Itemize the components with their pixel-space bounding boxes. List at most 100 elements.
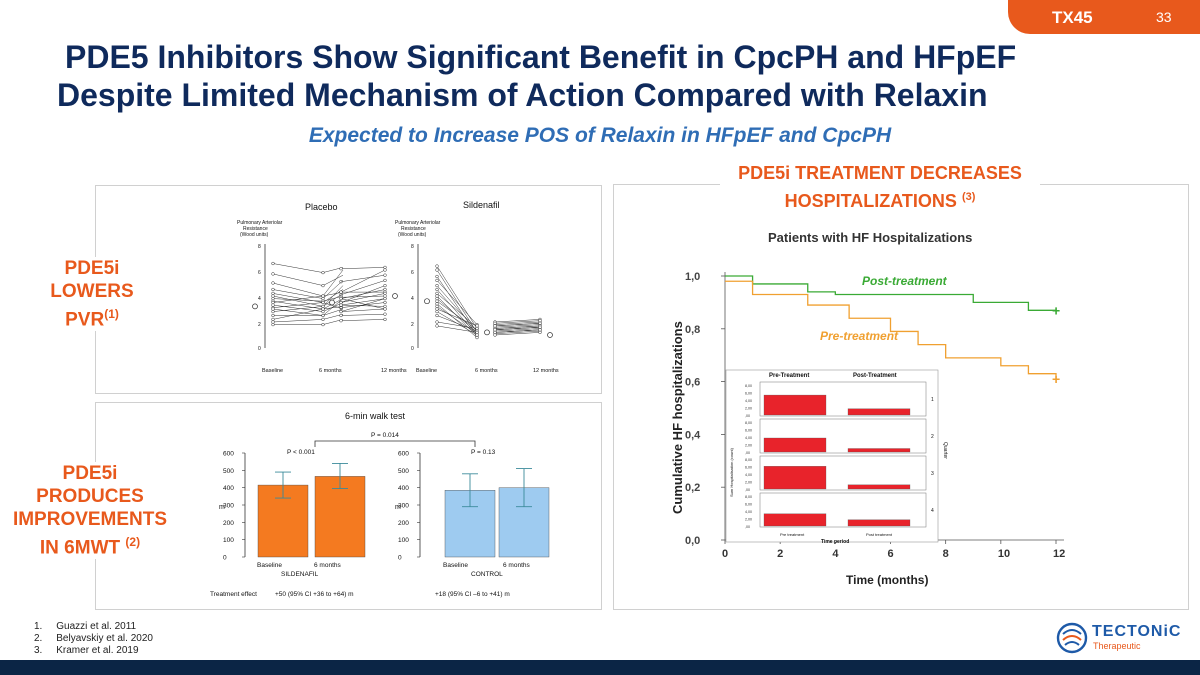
svg-text:Baseline: Baseline [262,368,283,374]
logo-sub: Therapeutic [1093,641,1141,651]
svg-text:300: 300 [398,503,409,510]
svg-text:6: 6 [258,270,261,276]
svg-text:1,0: 1,0 [685,271,700,283]
pvr-panel [95,185,602,394]
svg-text:+: + [1052,302,1060,318]
svg-text:6 months: 6 months [319,368,342,374]
p-control: P = 0.13 [471,449,496,456]
svg-text:3: 3 [931,471,934,477]
svg-text:4,00: 4,00 [745,510,752,514]
reference-2: 2. Belyavskiy et al. 2020 [34,633,153,644]
svg-text:600: 600 [398,451,409,458]
hosp-title: Patients with HF Hospitalizations [768,230,972,245]
walk-bar-2 [314,476,366,558]
reference-1: 1. Guazzi et al. 2011 [34,621,137,632]
svg-text:2,00: 2,00 [745,444,752,448]
svg-text:(Wood units): (Wood units) [398,232,427,238]
svg-text:2,00: 2,00 [745,518,752,522]
effect-control: +18 (95% CI –6 to +41) m [435,591,510,598]
slide-tag [1008,0,1200,34]
svg-text:600: 600 [223,451,234,458]
page-title-line2: Despite Limited Mechanism of Action Comp… [57,77,988,113]
svg-text:(Wood units): (Wood units) [240,232,269,238]
svg-text:m: m [219,504,225,511]
svg-text:,00: ,00 [745,451,750,455]
svg-text:8,00: 8,00 [745,495,752,499]
p-overall: P = 0.014 [371,432,399,439]
svg-text:0,4: 0,4 [685,429,701,441]
svg-text:2: 2 [258,322,261,328]
post-label: Post-treatment [862,274,948,288]
inset-post-bar-q1 [847,408,911,416]
inset-pre-bar-q2 [763,437,827,453]
svg-text:+: + [1052,371,1060,387]
svg-text:0,2: 0,2 [685,482,700,494]
svg-text:Pulmonary Arteriolar: Pulmonary Arteriolar [395,220,441,226]
svg-text:Post treatment: Post treatment [866,532,893,537]
walk-errorbar-3 [462,473,478,508]
svg-text:2: 2 [777,548,783,560]
inset-chart: Pre-Treatment Post-Treatment 8,006,004,0… [725,369,948,545]
svg-text:6,00: 6,00 [745,429,752,433]
bar-label-2: 6 months [314,562,341,569]
logo-name: TECTONiC [1092,623,1182,640]
svg-text:6,00: 6,00 [745,392,752,396]
pre-label: Pre-treatment [820,329,899,343]
svg-text:Pre-Treatment: Pre-Treatment [769,373,809,379]
svg-text:0,6: 0,6 [685,377,700,389]
svg-text:100: 100 [223,537,234,544]
svg-text:4: 4 [258,296,261,302]
svg-text:500: 500 [398,468,409,475]
pvr-chart: Placebo Sildenafil Pulmonary Arteriolar … [237,200,559,374]
hosp-xlabel: Time (months) [846,573,928,587]
svg-text:Pre treatment: Pre treatment [780,532,805,537]
hosp-heading: PDE5i TREATMENT DECREASES HOSPITALIZATIO… [720,161,1040,213]
svg-text:Pulmonary Arteriolar: Pulmonary Arteriolar [237,220,283,226]
svg-text:0: 0 [411,346,414,352]
hosp-chart: Patients with HF Hospitalizations Cumula… [670,230,1065,587]
svg-text:2,00: 2,00 [745,481,752,485]
svg-text:Baseline: Baseline [416,368,437,374]
svg-text:0: 0 [398,555,402,562]
group-sildenafil: SILDENAFIL [281,571,319,578]
bar-label-1: Baseline [257,562,282,569]
pvr-label: PDE5i LOWERS PVR(1) [22,257,162,332]
hosp-ylabel: Cumulative HF hospitalizations [670,321,685,514]
svg-text:Time period: Time period [821,539,849,545]
svg-text:8,00: 8,00 [745,458,752,462]
walk-chart: 6-min walk test P = 0.014 P < 0.001 P = … [210,411,550,598]
svg-text:4: 4 [411,296,414,302]
svg-text:100: 100 [398,537,409,544]
svg-text:12: 12 [1053,548,1065,560]
p-sildenafil: P < 0.001 [287,449,315,456]
svg-text:Sum Hospitalisation (count): Sum Hospitalisation (count) [729,447,734,497]
page-subtitle: Expected to Increase POS of Relaxin in H… [308,124,892,147]
pre-treatment-curve [725,280,1057,379]
walk-errorbar-1 [275,471,291,499]
group-control: CONTROL [471,571,503,578]
svg-text:Resistance: Resistance [401,226,426,232]
svg-text:500: 500 [223,468,234,475]
svg-text:0: 0 [258,346,261,352]
slide-code: TX45 [1052,8,1093,27]
svg-text:6: 6 [888,548,894,560]
inset-post-bar-q2 [847,448,911,453]
svg-text:Resistance: Resistance [243,226,268,232]
svg-text:0: 0 [722,548,728,560]
reference-3: 3. Kramer et al. 2019 [34,645,139,656]
svg-text:12 months: 12 months [381,368,407,374]
references: 1. Guazzi et al. 2011 2. Belyavskiy et a… [34,621,153,657]
walk-bars [257,462,550,558]
sildenafil-title: Sildenafil [463,200,500,210]
inset-pre-bar-q1 [763,394,827,416]
svg-text:8,00: 8,00 [745,384,752,388]
bar-label-3: Baseline [443,562,468,569]
svg-text:0,0: 0,0 [685,535,700,547]
svg-text:4,00: 4,00 [745,399,752,403]
svg-text:2: 2 [931,434,934,440]
svg-text:400: 400 [398,485,409,492]
svg-text:6: 6 [411,270,414,276]
svg-text:8: 8 [943,548,949,560]
svg-text:400: 400 [223,485,234,492]
svg-text:0,8: 0,8 [685,324,700,336]
